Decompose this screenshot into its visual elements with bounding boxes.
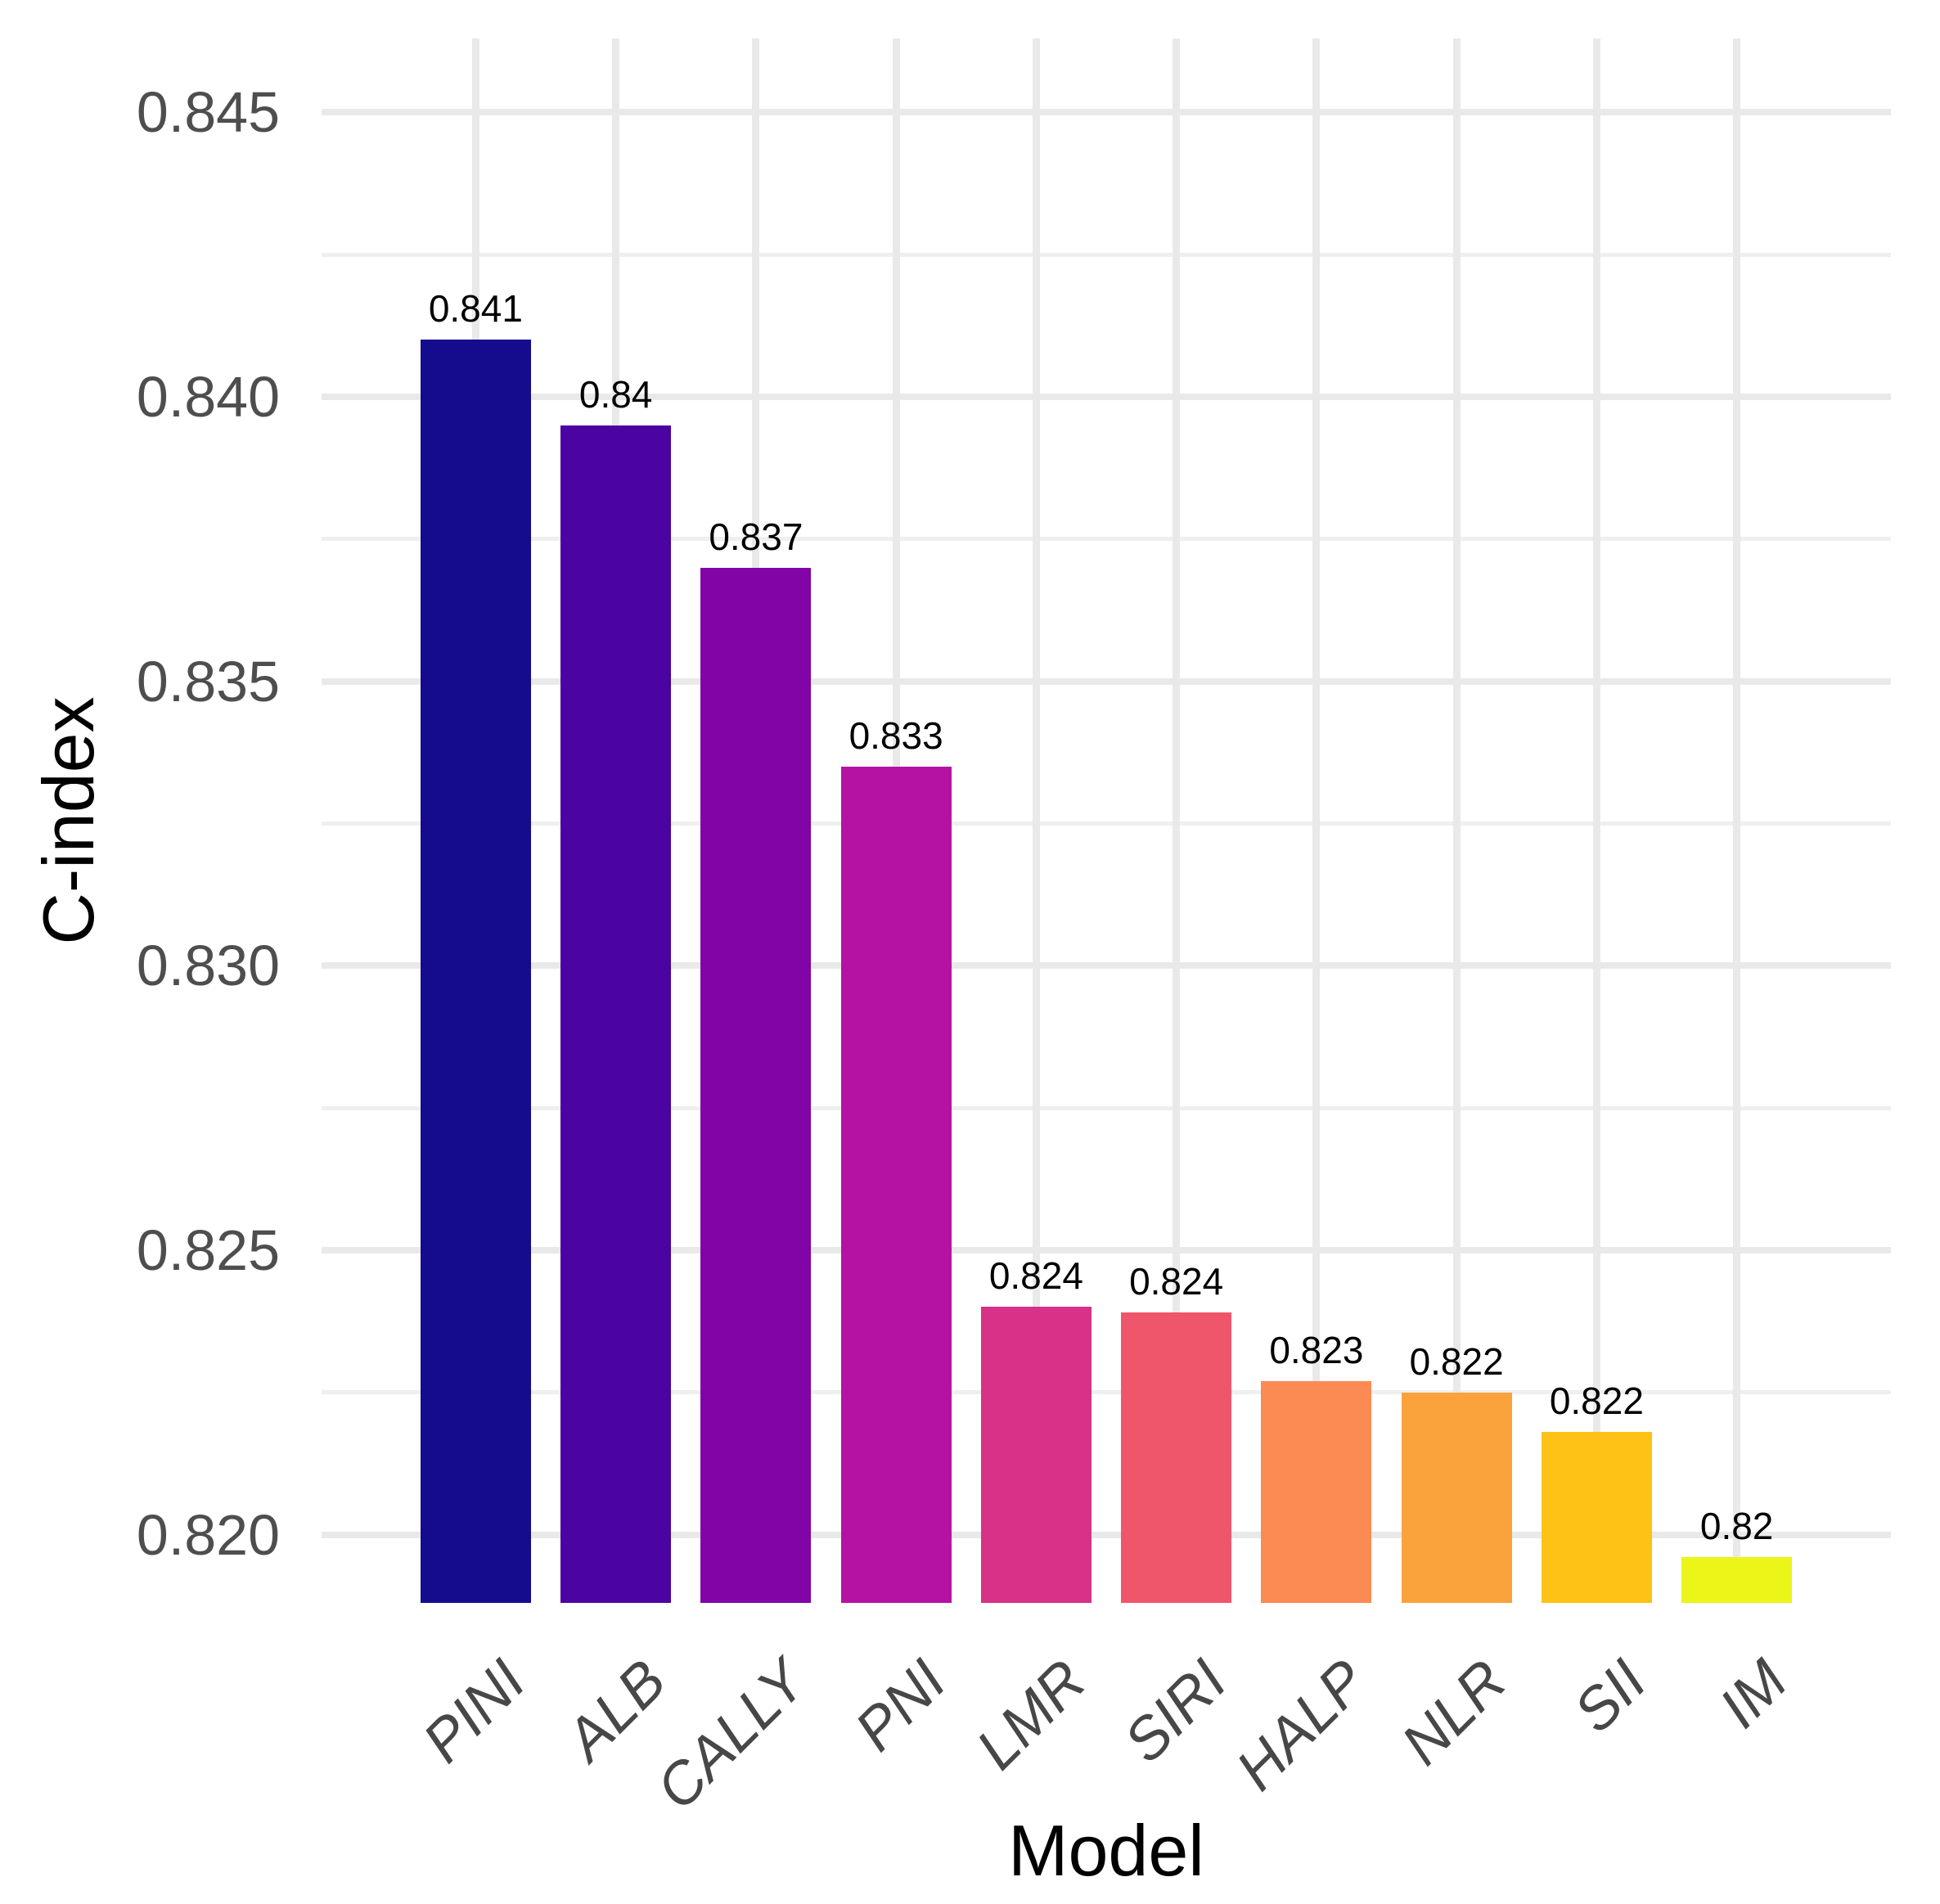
gridline-major-x xyxy=(1452,38,1461,1603)
x-tick-label-pni: PNI xyxy=(843,1647,959,1764)
bar-value-label: 0.82 xyxy=(1699,1505,1774,1548)
x-tick-label-nlr: NLR xyxy=(1389,1647,1519,1778)
gridline-minor-y xyxy=(322,821,1891,826)
gridline-major-y xyxy=(322,1246,1891,1254)
x-tick-label-cally: CALLY xyxy=(644,1647,819,1823)
y-tick-label: 0.825 xyxy=(136,1218,280,1282)
bar-value-label: 0.822 xyxy=(1409,1339,1504,1383)
y-tick-label: 0.845 xyxy=(136,80,280,145)
gridline-major-y xyxy=(322,677,1891,685)
gridline-major-y xyxy=(322,109,1891,116)
y-tick-label: 0.835 xyxy=(136,649,280,713)
x-tick-label-alb: ALB xyxy=(553,1647,679,1773)
bar-sii xyxy=(1541,1432,1652,1603)
bar-value-label: 0.841 xyxy=(428,287,523,331)
x-axis-title: Model xyxy=(1008,1810,1204,1891)
bar-nlr xyxy=(1401,1392,1512,1603)
bar-pni xyxy=(840,766,952,1603)
gridline-major-y xyxy=(322,1531,1891,1538)
gridline-major-y xyxy=(322,962,1891,970)
gridline-major-x xyxy=(1312,38,1321,1603)
x-tick-label-sii: SII xyxy=(1562,1647,1659,1745)
x-tick-label-siri: SIRI xyxy=(1111,1647,1240,1776)
plot-panel: 0.841 0.84 0.837 0.833 0.824 0.824 0.823 0.822 0… xyxy=(322,38,1891,1603)
bar-siri xyxy=(1121,1312,1232,1603)
bar-value-label: 0.84 xyxy=(578,372,653,416)
gridline-major-y xyxy=(322,394,1891,401)
bar-value-label: 0.823 xyxy=(1269,1328,1364,1371)
y-tick-label: 0.830 xyxy=(136,934,280,998)
x-tick-label-halp: HALP xyxy=(1223,1647,1380,1803)
y-tick-label: 0.840 xyxy=(136,365,280,430)
bar-value-label: 0.833 xyxy=(848,713,943,757)
bar-halp xyxy=(1261,1380,1372,1603)
gridline-minor-y xyxy=(322,1390,1891,1395)
gridline-minor-y xyxy=(322,537,1891,542)
gridline-major-x xyxy=(1733,38,1741,1603)
bar-value-label: 0.822 xyxy=(1549,1380,1644,1423)
gridline-minor-y xyxy=(322,1105,1891,1110)
bar-value-label: 0.837 xyxy=(709,515,803,558)
bar-value-label: 0.824 xyxy=(988,1254,1083,1298)
gridline-minor-y xyxy=(322,252,1891,257)
bar-value-label: 0.824 xyxy=(1129,1260,1224,1303)
gridline-major-x xyxy=(1032,38,1040,1603)
x-tick-label-pini: PINI xyxy=(411,1647,538,1776)
bar-im xyxy=(1681,1557,1793,1603)
gridline-major-x xyxy=(1592,38,1600,1603)
gridline-major-x xyxy=(1173,38,1181,1603)
x-tick-label-lmr: LMR xyxy=(964,1647,1099,1782)
bar-pini xyxy=(420,340,531,1603)
bar-alb xyxy=(560,425,672,1603)
bar-cally xyxy=(700,567,812,1603)
bar-lmr xyxy=(980,1307,1092,1603)
y-tick-label: 0.820 xyxy=(136,1502,280,1567)
y-axis-title: C-index xyxy=(28,696,109,945)
x-tick-label-im: IM xyxy=(1706,1647,1800,1741)
